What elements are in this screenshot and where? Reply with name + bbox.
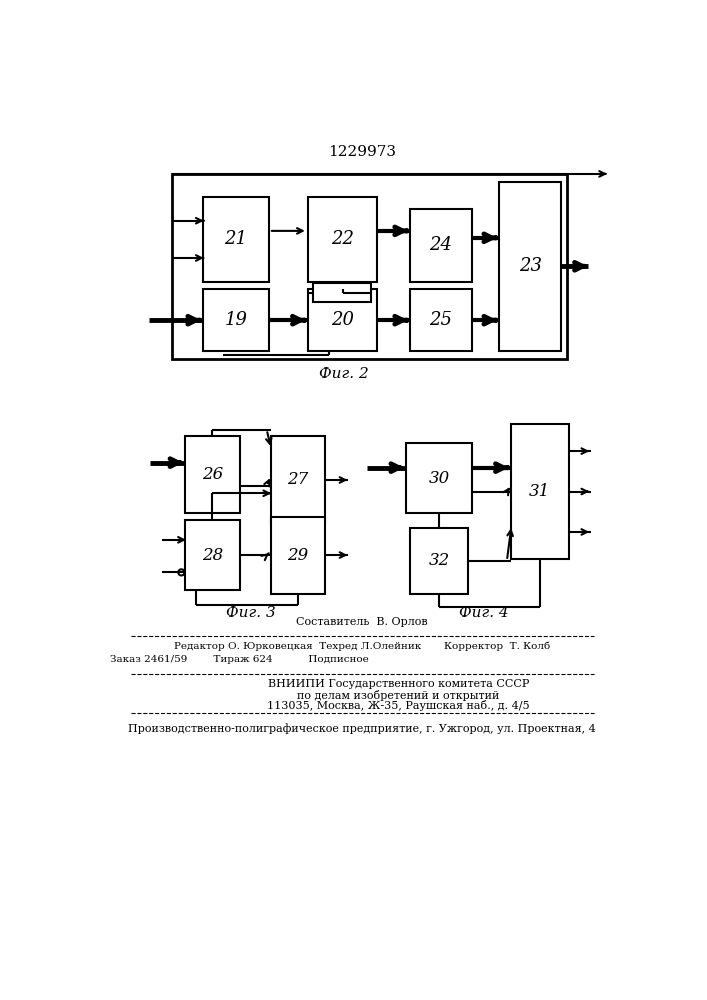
Text: 27: 27: [287, 471, 308, 488]
Bar: [308, 289, 378, 351]
Text: 24: 24: [429, 236, 452, 254]
Bar: [406, 443, 472, 513]
Text: Фиг. 2: Фиг. 2: [320, 367, 369, 381]
Text: Фиг. 3: Фиг. 3: [226, 606, 276, 620]
Bar: [510, 424, 569, 559]
Text: 28: 28: [201, 547, 223, 564]
Bar: [203, 197, 269, 282]
Text: 32: 32: [428, 552, 450, 569]
Text: Производственно-полиграфическое предприятие, г. Ужгород, ул. Проектная, 4: Производственно-полиграфическое предприя…: [128, 723, 596, 734]
Text: Фиг. 4: Фиг. 4: [459, 606, 508, 620]
Text: 1229973: 1229973: [328, 145, 396, 159]
Text: по делам изобретений и открытий: по делам изобретений и открытий: [297, 690, 500, 701]
Bar: [271, 517, 325, 594]
Bar: [410, 209, 472, 282]
Text: Составитель  В. Орлов: Составитель В. Орлов: [296, 617, 428, 627]
Bar: [185, 436, 240, 513]
Bar: [185, 520, 240, 590]
Text: Редактор О. Юрковецкая  Техред Л.Олейник       Корректор  Т. Колб: Редактор О. Юрковецкая Техред Л.Олейник …: [174, 642, 550, 651]
Text: 113035, Москва, Ж-35, Раушская наб., д. 4/5: 113035, Москва, Ж-35, Раушская наб., д. …: [267, 700, 530, 711]
Bar: [410, 289, 472, 351]
Bar: [499, 182, 561, 351]
Text: 31: 31: [529, 483, 551, 500]
Text: 26: 26: [201, 466, 223, 483]
Bar: [308, 197, 378, 282]
Bar: [410, 528, 468, 594]
Bar: [313, 283, 371, 302]
Bar: [203, 289, 269, 351]
Text: 20: 20: [331, 311, 354, 329]
Text: 22: 22: [331, 230, 354, 248]
Text: 25: 25: [429, 311, 452, 329]
Text: Заказ 2461/59        Тираж 624           Подписное: Заказ 2461/59 Тираж 624 Подписное: [110, 654, 369, 664]
Text: 19: 19: [225, 311, 247, 329]
Text: ВНИИПИ Государственного комитета СССР: ВНИИПИ Государственного комитета СССР: [268, 679, 529, 689]
Bar: [271, 436, 325, 524]
Text: 21: 21: [225, 230, 247, 248]
Text: 30: 30: [428, 470, 450, 487]
Bar: [172, 174, 567, 359]
Text: 29: 29: [287, 547, 308, 564]
Text: 23: 23: [519, 257, 542, 275]
